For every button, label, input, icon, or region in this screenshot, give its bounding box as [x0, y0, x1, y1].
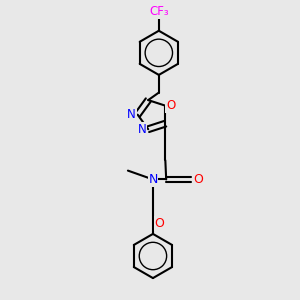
Text: CF₃: CF₃	[149, 5, 169, 18]
Text: N: N	[128, 108, 136, 121]
Text: O: O	[154, 217, 164, 230]
Text: O: O	[166, 99, 175, 112]
Text: O: O	[193, 173, 202, 186]
Text: N: N	[148, 173, 158, 186]
Text: N: N	[138, 123, 147, 136]
